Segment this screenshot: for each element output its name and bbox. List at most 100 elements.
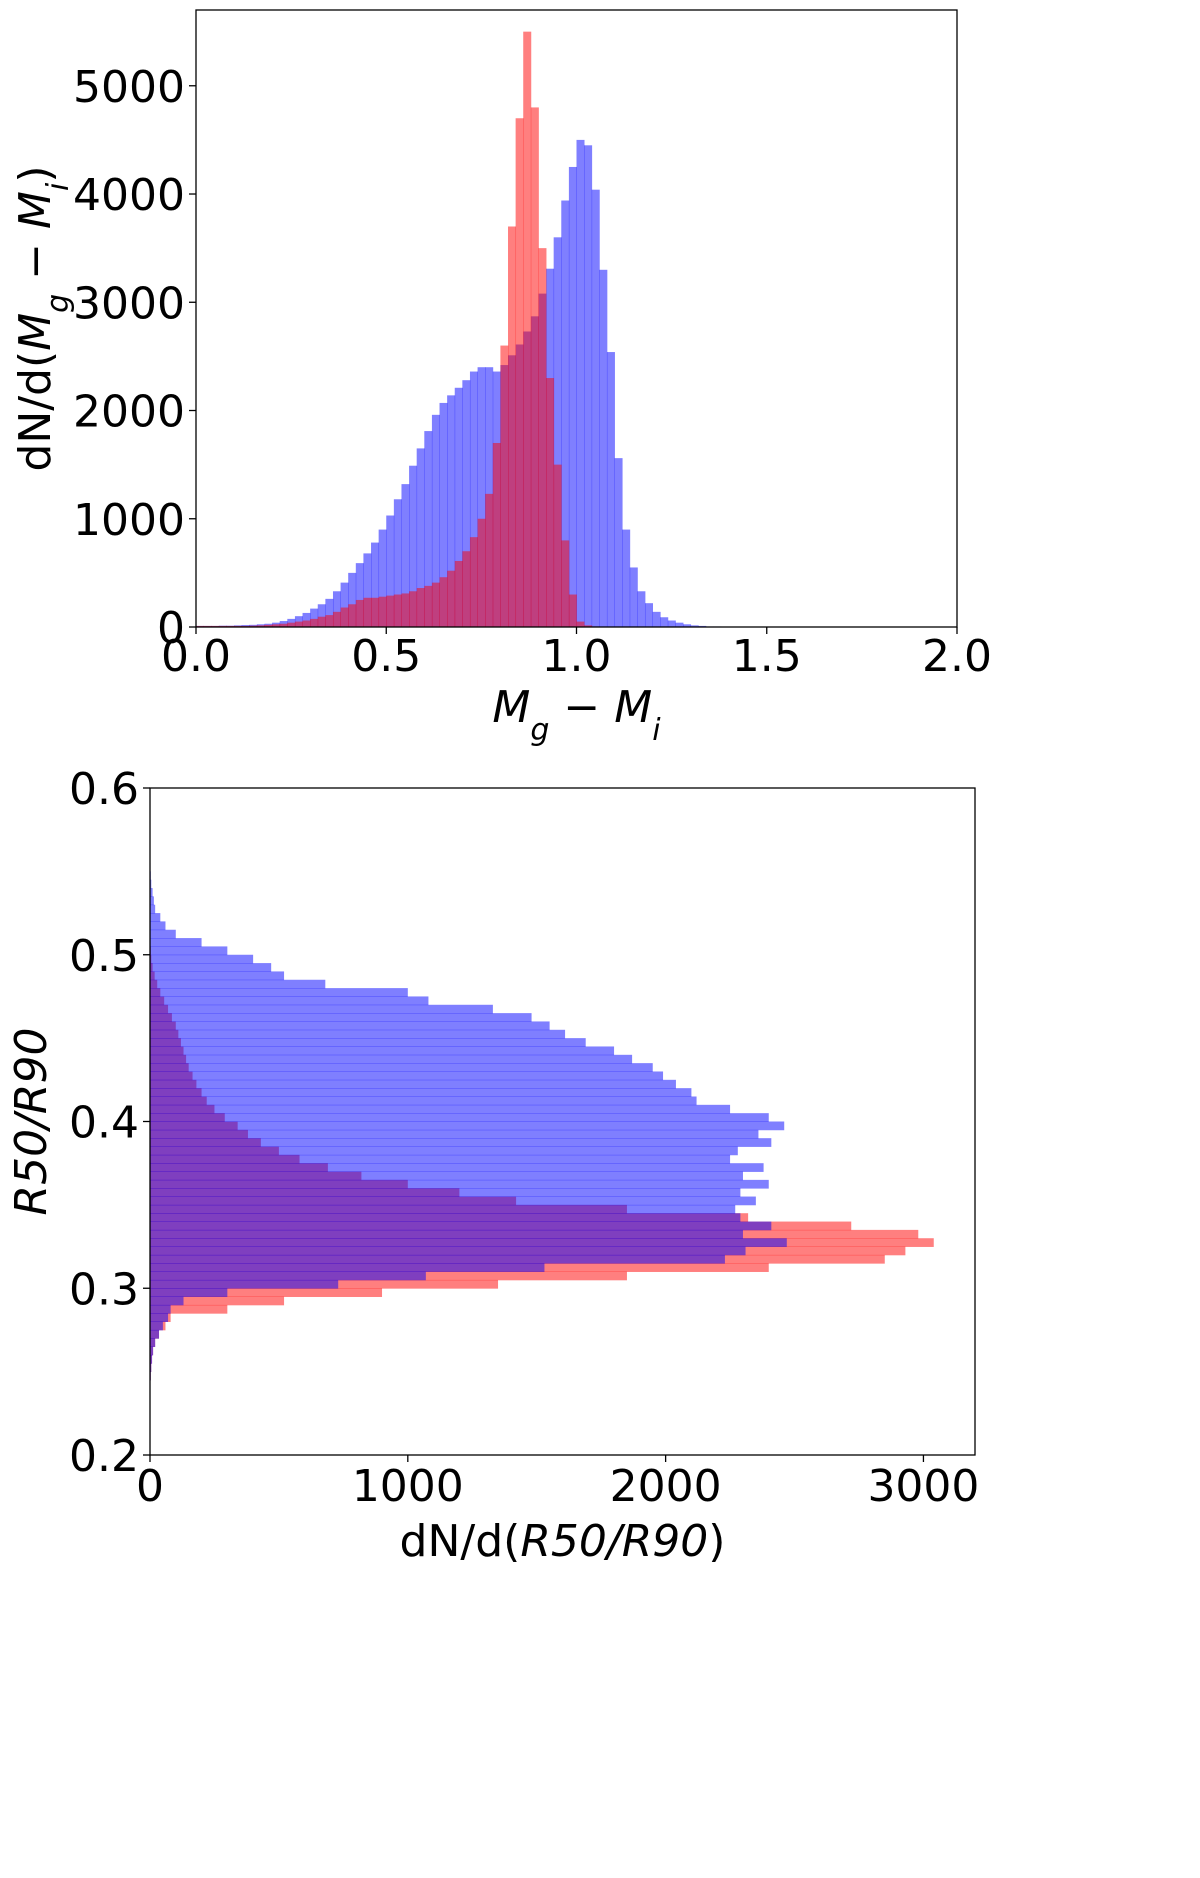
histogram-bar <box>401 593 409 627</box>
x-label-part: R50/R90 <box>520 1516 708 1567</box>
histogram-bar <box>150 1272 426 1281</box>
histogram-bar <box>432 583 440 627</box>
y-label-part: R50/R90 <box>6 1028 57 1216</box>
histogram-bar <box>523 32 531 627</box>
x-label-part: dN/d( <box>400 1516 521 1567</box>
y-tick-label: 0.3 <box>69 1264 139 1315</box>
histogram-bar <box>150 1088 691 1097</box>
histogram-bar <box>538 248 546 627</box>
histogram-bar <box>150 1122 784 1131</box>
x-tick-label: 2000 <box>610 1461 722 1512</box>
histogram-bar <box>150 1330 159 1339</box>
y-tick-label: 5000 <box>73 62 185 113</box>
x-label-part: i <box>652 713 661 748</box>
histogram-bar <box>150 1313 168 1322</box>
histogram-bar <box>325 615 333 627</box>
histogram-bar <box>150 1280 338 1289</box>
histogram-bar <box>150 1138 771 1147</box>
bottom-x-axis-label: dN/d(R50/R90) <box>400 1516 726 1567</box>
histogram-bar <box>150 1046 614 1055</box>
x-label-part: M <box>614 682 652 733</box>
y-tick-label: 2000 <box>73 387 185 438</box>
top-y-axis-label: dN/d(Mg − Mi) <box>10 165 76 471</box>
histogram-bar <box>150 1071 663 1080</box>
x-tick-label: 1.0 <box>542 631 612 682</box>
histogram-bar <box>592 190 600 627</box>
histogram-bar <box>318 617 326 627</box>
y-label-part: M <box>10 313 61 351</box>
histogram-bar <box>356 600 364 627</box>
histogram-bar <box>150 1305 171 1314</box>
y-label-part: ) <box>10 165 61 182</box>
histogram-bar <box>363 598 371 627</box>
x-label-part: M <box>492 682 530 733</box>
histogram-bar <box>150 1130 758 1139</box>
histogram-bar <box>150 1205 735 1214</box>
histogram-bar <box>653 612 661 627</box>
histogram-bar <box>531 107 539 627</box>
histogram-bar <box>417 588 425 627</box>
x-tick-label: 0 <box>136 1461 164 1512</box>
histogram-bar <box>371 598 379 627</box>
histogram-bar <box>150 963 271 972</box>
histogram-bar <box>424 586 432 627</box>
histogram-bar <box>150 1230 743 1239</box>
histogram-bar <box>584 145 592 627</box>
y-tick-label: 0.6 <box>69 764 139 815</box>
bottom-y-axis-label: R50/R90 <box>6 1028 57 1216</box>
histogram-bar <box>150 1030 565 1039</box>
histogram-bar <box>150 1163 764 1172</box>
y-tick-label: 0.4 <box>69 1098 139 1149</box>
histogram-bar <box>150 930 176 939</box>
histogram-bar <box>554 465 562 627</box>
histogram-bar <box>150 1180 769 1189</box>
histogram-bar <box>150 1222 771 1231</box>
histogram-bar <box>150 1297 184 1306</box>
histogram-bar <box>493 443 501 627</box>
histogram-bar <box>622 530 630 627</box>
histogram-bar <box>295 622 303 627</box>
x-tick-label: 3000 <box>867 1461 979 1512</box>
y-tick-label: 0.5 <box>69 931 139 982</box>
y-tick-label: 0 <box>157 603 185 654</box>
histogram-bar <box>150 1055 632 1064</box>
histogram-bar <box>150 955 253 964</box>
histogram-bar <box>409 591 417 627</box>
histogram-bar <box>150 971 284 980</box>
histogram-bar <box>455 561 463 627</box>
y-label-part: g <box>41 294 76 313</box>
histogram-bar <box>150 1038 586 1047</box>
y-label-part: − <box>10 229 61 294</box>
histogram-bar <box>150 1288 227 1297</box>
histogram-bar <box>150 1213 740 1222</box>
y-label-part: dN/d( <box>10 351 61 472</box>
histogram-bar <box>478 519 486 627</box>
histogram-bar <box>150 1013 532 1022</box>
histogram-bar <box>150 1005 493 1014</box>
x-tick-label: 1000 <box>352 1461 464 1512</box>
histogram-bar <box>150 1238 787 1247</box>
histogram-bar <box>150 980 325 989</box>
histogram-bar <box>341 608 349 627</box>
histogram-bar <box>615 458 623 627</box>
histogram-bar <box>569 167 577 627</box>
histogram-bar <box>150 1322 163 1331</box>
y-label-part: M <box>10 191 61 229</box>
histogram-bar <box>150 1338 155 1347</box>
histogram-bar <box>637 591 645 627</box>
x-label-part: − <box>549 682 614 733</box>
histogram-bar <box>561 540 569 627</box>
y-tick-label: 0.2 <box>69 1431 139 1482</box>
histogram-bar <box>569 595 577 627</box>
histogram-bar <box>599 270 607 627</box>
histogram-bar <box>150 1172 743 1181</box>
histogram-bar <box>447 571 455 627</box>
histogram-bar <box>470 537 478 627</box>
top-series-blue <box>196 140 721 627</box>
histogram-bar <box>516 118 524 627</box>
histogram-bar <box>150 946 227 955</box>
y-tick-label: 3000 <box>73 278 185 329</box>
x-tick-label: 0.5 <box>351 631 421 682</box>
